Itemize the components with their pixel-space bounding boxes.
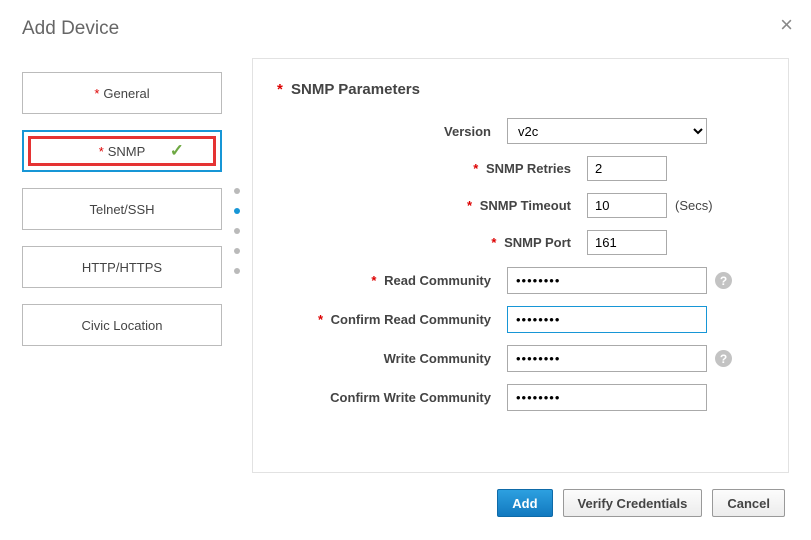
label-write-community: Write Community [277, 351, 507, 366]
dialog-body: * General * SNMP ✓ Telnet/SSH HTTP/HTTPS… [22, 58, 789, 473]
row-write-community: Write Community ? [277, 345, 764, 372]
sidebar-item-label: SNMP [108, 144, 146, 159]
panel-title-text: SNMP Parameters [291, 81, 420, 98]
version-select[interactable]: v2c [507, 118, 707, 144]
row-retries: * SNMP Retries [277, 156, 764, 181]
verify-credentials-button[interactable]: Verify Credentials [563, 489, 703, 517]
required-asterisk: * [473, 161, 478, 176]
row-port: * SNMP Port [277, 230, 764, 255]
row-timeout: * SNMP Timeout (Secs) [277, 193, 764, 218]
label-port: * SNMP Port [277, 235, 587, 250]
step-dots [222, 58, 252, 473]
label-retries: * SNMP Retries [277, 161, 587, 176]
dot [234, 268, 240, 274]
add-button[interactable]: Add [497, 489, 552, 517]
label-confirm-write-community: Confirm Write Community [277, 390, 507, 405]
row-confirm-write-community: Confirm Write Community [277, 384, 764, 411]
required-asterisk: * [277, 81, 283, 98]
help-icon[interactable]: ? [715, 272, 732, 289]
row-read-community: * Read Community ? [277, 267, 764, 294]
timeout-input[interactable] [587, 193, 667, 218]
row-version: Version v2c [277, 118, 764, 144]
required-asterisk: * [318, 312, 323, 327]
label-confirm-read-community: * Confirm Read Community [277, 312, 507, 327]
label-text: SNMP Timeout [480, 198, 571, 213]
check-icon: ✓ [170, 141, 184, 161]
sidebar-item-telnet-ssh[interactable]: Telnet/SSH [22, 188, 222, 230]
dialog-title: Add Device [22, 18, 789, 40]
sidebar-item-label: Civic Location [82, 318, 163, 333]
label-version: Version [277, 124, 507, 139]
dialog-footer: Add Verify Credentials Cancel [22, 489, 789, 517]
sidebar-item-general[interactable]: * General [22, 72, 222, 114]
write-community-input[interactable] [507, 345, 707, 372]
dot-active [234, 208, 240, 214]
close-icon[interactable]: × [780, 14, 793, 36]
label-text: SNMP Retries [486, 161, 571, 176]
retries-input[interactable] [587, 156, 667, 181]
label-read-community: * Read Community [277, 273, 507, 288]
panel-title: * SNMP Parameters [277, 81, 764, 98]
required-asterisk: * [99, 144, 104, 159]
port-input[interactable] [587, 230, 667, 255]
confirm-read-community-input[interactable] [507, 306, 707, 333]
label-text: SNMP Port [504, 235, 571, 250]
sidebar-item-label: HTTP/HTTPS [82, 260, 162, 275]
label-text: Confirm Read Community [331, 312, 491, 327]
dot [234, 248, 240, 254]
required-asterisk: * [467, 198, 472, 213]
sidebar-item-label: Telnet/SSH [89, 202, 154, 217]
sidebar-item-civic-location[interactable]: Civic Location [22, 304, 222, 346]
required-asterisk: * [94, 86, 99, 101]
required-asterisk: * [491, 235, 496, 250]
sidebar: * General * SNMP ✓ Telnet/SSH HTTP/HTTPS… [22, 58, 222, 473]
dot [234, 228, 240, 234]
confirm-write-community-input[interactable] [507, 384, 707, 411]
sidebar-item-snmp[interactable]: * SNMP ✓ [22, 130, 222, 172]
help-icon[interactable]: ? [715, 350, 732, 367]
timeout-suffix: (Secs) [675, 198, 713, 213]
required-asterisk: * [371, 273, 376, 288]
sidebar-item-label: General [103, 86, 149, 101]
snmp-panel: * SNMP Parameters Version v2c * SNMP Ret… [252, 58, 789, 473]
row-confirm-read-community: * Confirm Read Community [277, 306, 764, 333]
dot [234, 188, 240, 194]
label-timeout: * SNMP Timeout [277, 198, 587, 213]
label-text: Read Community [384, 273, 491, 288]
read-community-input[interactable] [507, 267, 707, 294]
sidebar-item-http-https[interactable]: HTTP/HTTPS [22, 246, 222, 288]
cancel-button[interactable]: Cancel [712, 489, 785, 517]
